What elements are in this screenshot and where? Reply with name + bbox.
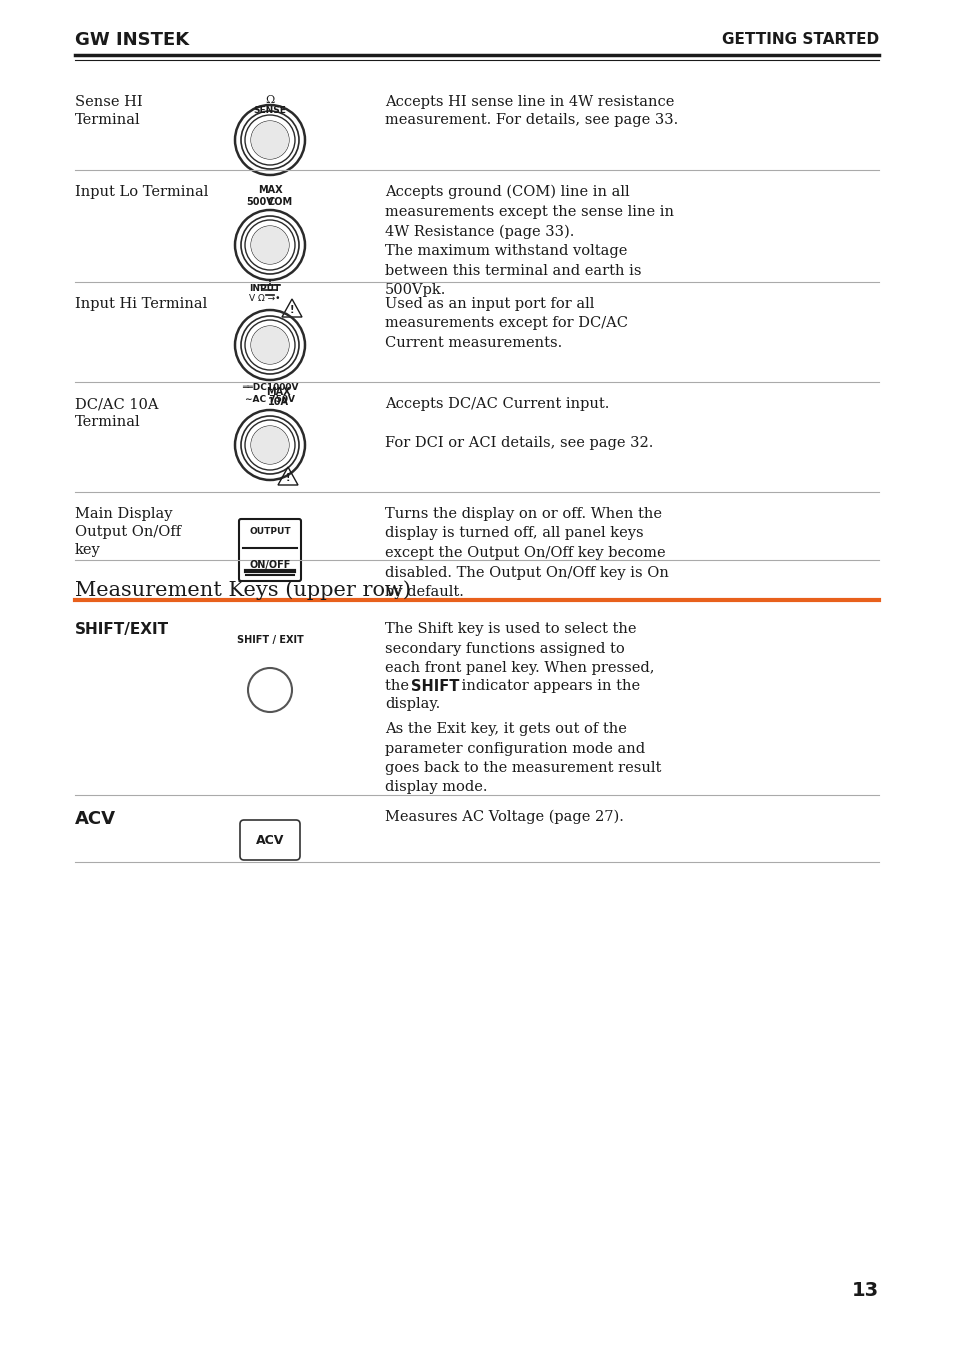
Text: key: key xyxy=(75,543,101,558)
Text: SHIFT: SHIFT xyxy=(411,679,459,694)
Text: ACV: ACV xyxy=(255,833,284,846)
Text: The Shift key is used to select the
secondary functions assigned to
each front p: The Shift key is used to select the seco… xyxy=(385,622,654,675)
Text: ══DC1000V: ══DC1000V xyxy=(241,383,298,392)
Text: indicator appears in the: indicator appears in the xyxy=(456,679,639,693)
Text: !: ! xyxy=(290,305,294,315)
Text: Measurement Keys (upper row): Measurement Keys (upper row) xyxy=(75,580,411,599)
Text: INPUT: INPUT xyxy=(249,284,280,293)
Text: SENSE: SENSE xyxy=(253,107,286,115)
Text: As the Exit key, it gets out of the
parameter configuration mode and
goes back t: As the Exit key, it gets out of the para… xyxy=(385,722,660,795)
Text: MAX: MAX xyxy=(265,387,290,397)
Text: MAX: MAX xyxy=(257,185,282,194)
Text: measurement. For details, see page 33.: measurement. For details, see page 33. xyxy=(385,113,678,127)
Text: display.: display. xyxy=(385,697,439,711)
Text: Output On/Off: Output On/Off xyxy=(75,525,181,539)
Text: Accepts ground (COM) line in all
measurements except the sense line in
4W Resist: Accepts ground (COM) line in all measure… xyxy=(385,185,673,297)
Circle shape xyxy=(251,122,289,159)
Text: 500V: 500V xyxy=(246,197,274,207)
Text: 13: 13 xyxy=(851,1281,878,1300)
Text: Ω: Ω xyxy=(265,95,274,105)
Text: DC/AC 10A: DC/AC 10A xyxy=(75,397,158,410)
Text: ON/OFF: ON/OFF xyxy=(249,560,291,570)
Text: !: ! xyxy=(286,472,290,483)
Text: Input Lo Terminal: Input Lo Terminal xyxy=(75,185,208,198)
Text: OUTPUT: OUTPUT xyxy=(249,528,291,536)
Text: Terminal: Terminal xyxy=(75,113,140,127)
Text: Accepts DC/AC Current input.

For DCI or ACI details, see page 32.: Accepts DC/AC Current input. For DCI or … xyxy=(385,397,653,450)
Text: SHIFT/EXIT: SHIFT/EXIT xyxy=(75,622,169,637)
Circle shape xyxy=(251,325,289,364)
Text: Turns the display on or off. When the
display is turned off, all panel keys
exce: Turns the display on or off. When the di… xyxy=(385,508,668,599)
Text: Used as an input port for all
measurements except for DC/AC
Current measurements: Used as an input port for all measuremen… xyxy=(385,297,627,350)
Text: ∼AC 750V: ∼AC 750V xyxy=(245,396,294,404)
Text: Terminal: Terminal xyxy=(75,414,140,429)
Text: COM: COM xyxy=(267,197,293,207)
Text: Main Display: Main Display xyxy=(75,508,172,521)
Text: GW INSTEK: GW INSTEK xyxy=(75,31,189,49)
Text: SHIFT / EXIT: SHIFT / EXIT xyxy=(236,634,303,645)
Text: ACV: ACV xyxy=(75,810,116,828)
Text: Sense HI: Sense HI xyxy=(75,95,143,109)
Text: Input Hi Terminal: Input Hi Terminal xyxy=(75,297,207,310)
Text: Measures AC Voltage (page 27).: Measures AC Voltage (page 27). xyxy=(385,810,623,825)
Text: 10A: 10A xyxy=(267,397,288,406)
Circle shape xyxy=(251,427,289,464)
Text: the: the xyxy=(385,679,414,693)
Circle shape xyxy=(251,225,289,265)
Text: Accepts HI sense line in 4W resistance: Accepts HI sense line in 4W resistance xyxy=(385,95,674,109)
Text: V Ω →•: V Ω →• xyxy=(249,294,280,302)
Text: GETTING STARTED: GETTING STARTED xyxy=(721,32,878,47)
